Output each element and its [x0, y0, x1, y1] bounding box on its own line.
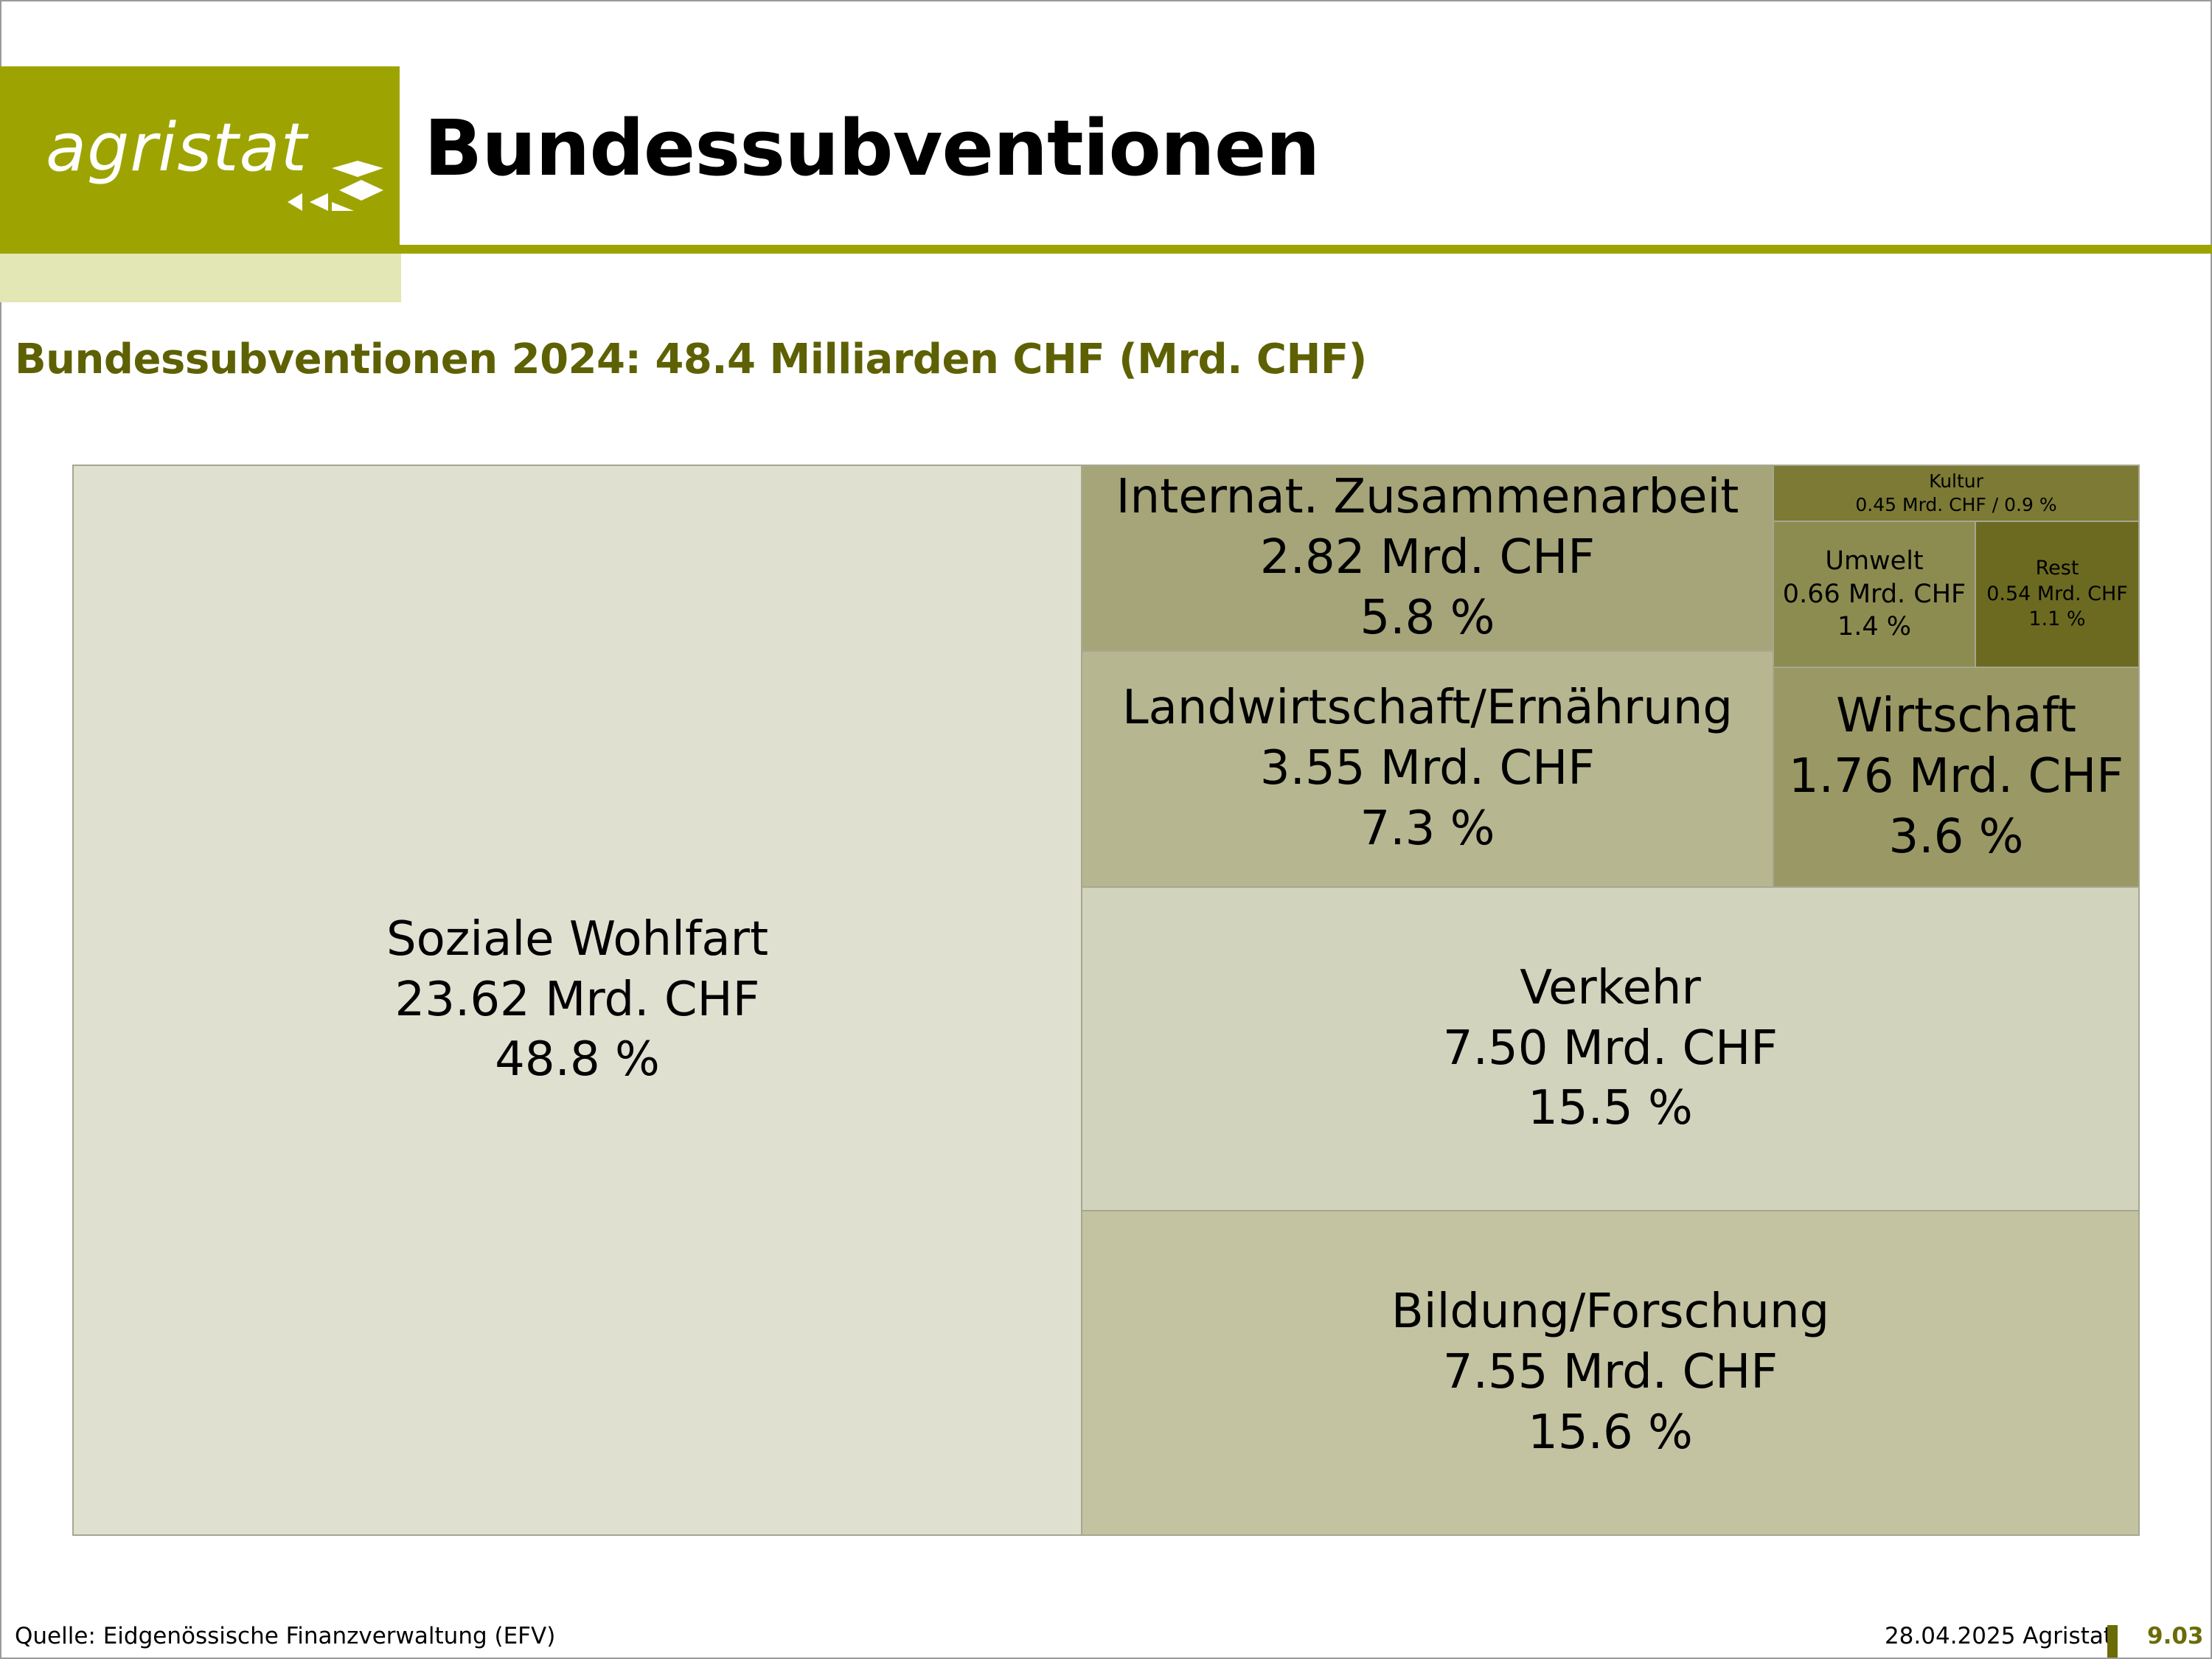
- cell-value-label: 0.66 Mrd. CHF: [1782, 579, 1966, 609]
- cell-share-label: 1.4 %: [1837, 612, 1912, 642]
- treemap-cell: Bildung/Forschung 7.55 Mrd. CHF 15.6 %: [1081, 1210, 2140, 1536]
- cell-value-label: 3.55 Mrd. CHF: [1259, 741, 1596, 796]
- cell-name-label: Umwelt: [1825, 546, 1924, 576]
- treemap-chart: Soziale Wohlfart 23.62 Mrd. CHF 48.8 % Inte…: [72, 465, 2140, 1536]
- header-rule: [400, 245, 2212, 254]
- cell-name-label: Wirtschaft: [1836, 689, 2076, 744]
- cell-share-label: 3.6 %: [1888, 809, 2024, 864]
- cell-share-label: 5.8 %: [1360, 590, 1495, 645]
- cell-share-label: 48.8 %: [495, 1032, 660, 1088]
- cell-name-label: Internat. Zusammenarbeit: [1116, 470, 1739, 525]
- cell-name-label: Bildung/Forschung: [1391, 1284, 1830, 1340]
- treemap-cell: Umwelt 0.66 Mrd. CHF 1.4 %: [1773, 521, 1976, 668]
- cell-value-label: 2.82 Mrd. CHF: [1259, 530, 1596, 585]
- page-title: Bundessubventionen: [424, 103, 1320, 193]
- cell-name-label: Rest: [2035, 557, 2079, 580]
- cell-share-label: 15.6 %: [1528, 1405, 1693, 1460]
- cell-share-label: 7.3 %: [1360, 801, 1495, 856]
- header-rule-left: [0, 251, 400, 254]
- cell-share-label: 15.5 %: [1528, 1081, 1693, 1136]
- cell-name-label: Kultur: [1929, 470, 1983, 492]
- treemap-cell: Internat. Zusammenarbeit 2.82 Mrd. CHF 5.8…: [1081, 465, 1774, 652]
- cell-name-label: Verkehr: [1520, 960, 1701, 1015]
- date-org-label: 28.04.2025 Agristat: [1884, 1623, 2112, 1649]
- treemap-cell: Kultur 0.45 Mrd. CHF / 0.9 %: [1773, 465, 2140, 522]
- treemap-cell: Rest 0.54 Mrd. CHF 1.1 %: [1975, 521, 2140, 668]
- treemap-cell: Wirtschaft 1.76 Mrd. CHF 3.6 %: [1773, 667, 2140, 888]
- cell-value-label: 7.55 Mrd. CHF: [1442, 1345, 1778, 1400]
- cell-name-label: Soziale Wohlfart: [386, 911, 769, 967]
- logo-triangles-icon: [288, 161, 383, 211]
- cell-value-label: 0.54 Mrd. CHF: [1986, 582, 2128, 605]
- cell-share-label: 1.1 %: [2028, 608, 2086, 631]
- logo-accent-block: [0, 251, 401, 302]
- cell-value-label: 23.62 Mrd. CHF: [394, 972, 760, 1027]
- treemap-cell: Landwirtschaft/Ernährung 3.55 Mrd. CHF 7.3…: [1081, 650, 1774, 888]
- chart-title: Bundessubventionen 2024: 48.4 Milliarden…: [15, 335, 1367, 383]
- cell-name-label: Landwirtschaft/Ernährung: [1122, 681, 1733, 736]
- page-number: 9.03: [2147, 1623, 2204, 1649]
- footer-divider: [2107, 1625, 2118, 1658]
- source-note: Quelle: Eidgenössische Finanzverwaltung …: [15, 1623, 556, 1649]
- treemap-cell: Soziale Wohlfart 23.62 Mrd. CHF 48.8 %: [72, 465, 1082, 1536]
- treemap-cell: Verkehr 7.50 Mrd. CHF 15.5 %: [1081, 886, 2140, 1211]
- cell-value-label: 7.50 Mrd. CHF: [1442, 1020, 1778, 1076]
- logo-block: [0, 66, 400, 251]
- cell-value-label: 0.45 Mrd. CHF / 0.9 %: [1855, 494, 2057, 515]
- logo-wordmark: agristat: [46, 109, 307, 187]
- cell-value-label: 1.76 Mrd. CHF: [1788, 749, 2124, 804]
